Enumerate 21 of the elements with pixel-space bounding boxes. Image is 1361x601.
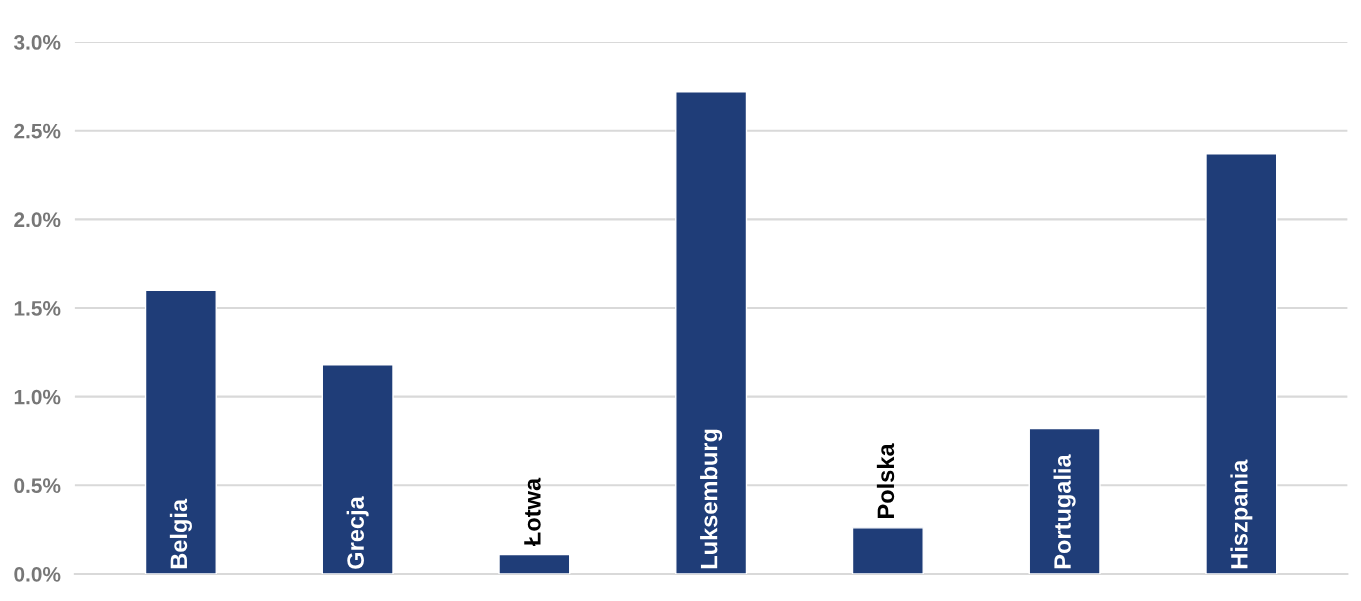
x-tick-label: Łotwa	[524, 477, 541, 547]
bar	[851, 527, 924, 574]
y-tick-label: 2.0%	[14, 212, 61, 228]
bar	[1205, 153, 1278, 574]
x-tick-label: Belgia	[169, 498, 192, 569]
y-tick-label: 0.5%	[14, 478, 61, 494]
x-tick-label: Hiszpania	[1230, 459, 1253, 569]
x-tick-label: Polska	[876, 443, 895, 518]
bar	[498, 553, 571, 574]
bar	[1028, 427, 1101, 574]
y-tick-label: 0.0%	[14, 566, 61, 582]
x-tick-label: Luksemburg	[700, 429, 723, 569]
y-tick-label: 1.0%	[14, 389, 61, 405]
bar	[675, 91, 748, 574]
y-tick-label: 3.0%	[13, 35, 61, 50]
x-tick-label: Grecja	[346, 496, 369, 569]
y-tick-label: 2.5%	[14, 123, 61, 139]
y-tick-label: 1.5%	[14, 301, 61, 316]
bar	[321, 364, 394, 574]
x-tick-label: Portugalia	[1053, 454, 1076, 569]
bar	[144, 289, 217, 574]
